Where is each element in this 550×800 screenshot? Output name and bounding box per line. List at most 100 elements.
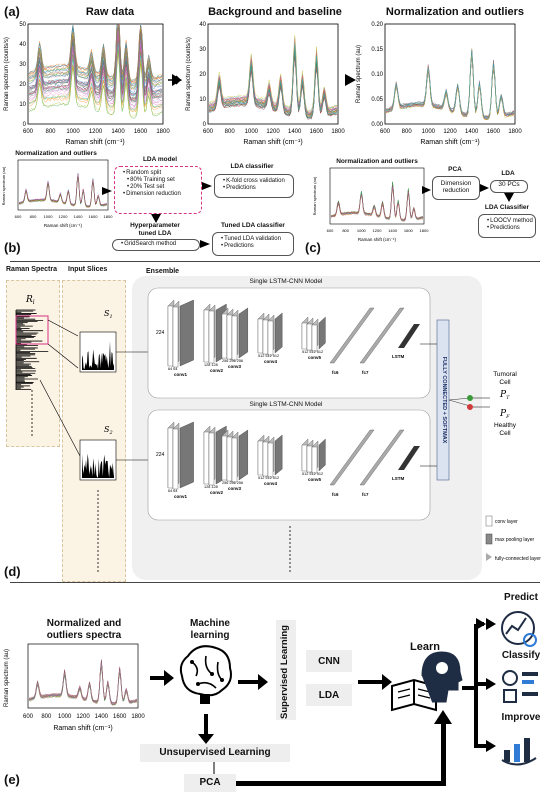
svg-text:conv2: conv2 (210, 368, 224, 373)
svg-text:conv3: conv3 (228, 486, 242, 491)
svg-text:1200: 1200 (266, 129, 280, 135)
svg-text:fc7: fc7 (362, 370, 369, 375)
panel-a-label: (a) (4, 4, 20, 19)
lda-classifier-item: K-fold cross validation (223, 178, 293, 185)
arrow-a2-head (345, 74, 356, 86)
learn-label: Learn (410, 641, 440, 653)
svg-text:600: 600 (203, 129, 214, 135)
b-arrow2 (202, 182, 212, 190)
separator-2 (10, 582, 540, 583)
tuned-item: Tuned LDA validation (221, 236, 293, 243)
model2-title: Single LSTM-CNN Model (249, 401, 323, 408)
svg-text:800: 800 (342, 228, 349, 233)
ri-label: Ri (25, 295, 35, 306)
lda-classifier-box: K-fold cross validation Predictions (214, 174, 294, 198)
book-head-icon (391, 651, 463, 712)
legend-conv-swatch (485, 515, 493, 527)
output-node-healthy (467, 404, 473, 410)
svg-text:20: 20 (19, 82, 26, 88)
svg-text:64 64: 64 64 (168, 367, 178, 371)
svg-text:224: 224 (156, 452, 165, 458)
svg-text:1400: 1400 (388, 228, 398, 233)
svg-text:fc6: fc6 (332, 492, 339, 497)
svg-text:conv4: conv4 (264, 481, 278, 486)
svg-text:1800: 1800 (156, 129, 170, 135)
input-slices-title: Input Slices (68, 266, 108, 273)
svg-text:1400: 1400 (95, 714, 109, 720)
tuned-title: Tuned LDA classifier (221, 222, 285, 229)
chart1-xlabel: Raman shift (cm⁻¹) (65, 139, 124, 146)
ri-spectrum (15, 309, 49, 390)
svg-text:10: 10 (19, 102, 26, 108)
lda-model-item: Random split (123, 170, 201, 177)
supervised-label: Supervised Learning (279, 625, 290, 719)
svg-text:0.05: 0.05 (371, 97, 383, 103)
svg-text:512 512 512: 512 512 512 (302, 350, 323, 354)
c-arrow2 (480, 184, 489, 192)
lda-model-item: 80% Training set (123, 177, 201, 184)
svg-text:0.00: 0.00 (371, 122, 383, 128)
chart2: Raman spectrum (counts/s) Raman shift (c… (186, 22, 345, 146)
c-lda-box: 30 PCs (490, 180, 528, 193)
svg-text:128 128: 128 128 (204, 485, 218, 489)
chart3-xlabel: Raman shift (cm⁻¹) (420, 139, 479, 146)
svg-text:40: 40 (199, 22, 206, 28)
svg-text:20: 20 (199, 72, 206, 78)
svg-text:conv4: conv4 (264, 359, 278, 364)
svg-text:LSTM: LSTM (392, 476, 404, 481)
lda-classifier-item: Predictions (223, 185, 293, 192)
svg-text:600: 600 (380, 129, 391, 135)
healthy-label: Healthy (494, 422, 517, 429)
c-chart-xlabel: Raman shift (cm⁻¹) (358, 237, 397, 242)
svg-text:800: 800 (41, 714, 52, 720)
separator-1 (10, 261, 540, 262)
b-chart-title: Normalization and outliers (15, 150, 97, 157)
arrow-a1-head (172, 74, 182, 86)
e-chart-title2: outliers spectra (46, 630, 122, 641)
svg-text:800: 800 (402, 129, 413, 135)
ml-label-1: Machine (189, 618, 230, 629)
svg-text:0: 0 (23, 122, 27, 128)
s2-label: S2 (104, 425, 113, 436)
c-chart: Raman spectrum (au) Raman shift (cm⁻¹) 6… (312, 167, 429, 242)
pca-box: Dimension reduction (432, 176, 480, 200)
svg-text:512 512 512: 512 512 512 (302, 472, 323, 476)
predict-label: Predict (504, 592, 538, 603)
pca-box-line1: Dimension (440, 180, 472, 187)
svg-text:1600: 1600 (487, 129, 501, 135)
svg-text:conv2: conv2 (210, 490, 224, 495)
svg-text:1400: 1400 (465, 129, 479, 135)
c-arrow3 (504, 193, 514, 202)
svg-text:256 256 256: 256 256 256 (222, 359, 243, 363)
b-arrow3 (200, 240, 210, 248)
svg-text:128 128: 128 128 (204, 363, 218, 367)
svg-text:0: 0 (203, 122, 207, 128)
chart2-ylabel: Raman spectrum (counts/s) (186, 37, 192, 111)
fc-softmax-label: FULLY CONNECTED + SOFTMAX (441, 357, 447, 444)
chart2-xlabel: Raman shift (cm⁻¹) (243, 139, 302, 146)
pca-label-e: PCA (199, 777, 221, 788)
c-classifier-item: LOOCV method (487, 218, 535, 225)
lda-model-item: 20% Test set (123, 184, 201, 191)
svg-text:1800: 1800 (331, 129, 345, 135)
lda-box (306, 684, 352, 706)
svg-text:0.10: 0.10 (371, 72, 383, 78)
hyper-box: GridSearch method (112, 239, 200, 251)
c-chart-title: Normalization and outliers (336, 158, 418, 165)
legend-pool-swatch (485, 533, 493, 545)
svg-text:1400: 1400 (288, 129, 302, 135)
e-chart-ylabel: Raman spectrum (au) (4, 649, 10, 707)
e-chart: Raman spectrum (au) Raman shift (cm⁻¹) 6… (4, 643, 145, 732)
model1-title: Single LSTM-CNN Model (249, 278, 323, 285)
slice-line-1 (47, 319, 79, 337)
e-chart-xlabel: Raman shift (cm⁻¹) (53, 725, 112, 732)
svg-text:10: 10 (199, 97, 206, 103)
ensemble-title: Ensemble (146, 268, 180, 275)
output-node-tumoral (467, 395, 473, 401)
svg-text:800: 800 (45, 129, 56, 135)
svg-text:1600: 1600 (310, 129, 324, 135)
svg-text:1000: 1000 (58, 714, 72, 720)
svg-text:600: 600 (23, 714, 34, 720)
chart1: Raman spectrum (counts/s) Raman shift (c… (4, 22, 170, 146)
